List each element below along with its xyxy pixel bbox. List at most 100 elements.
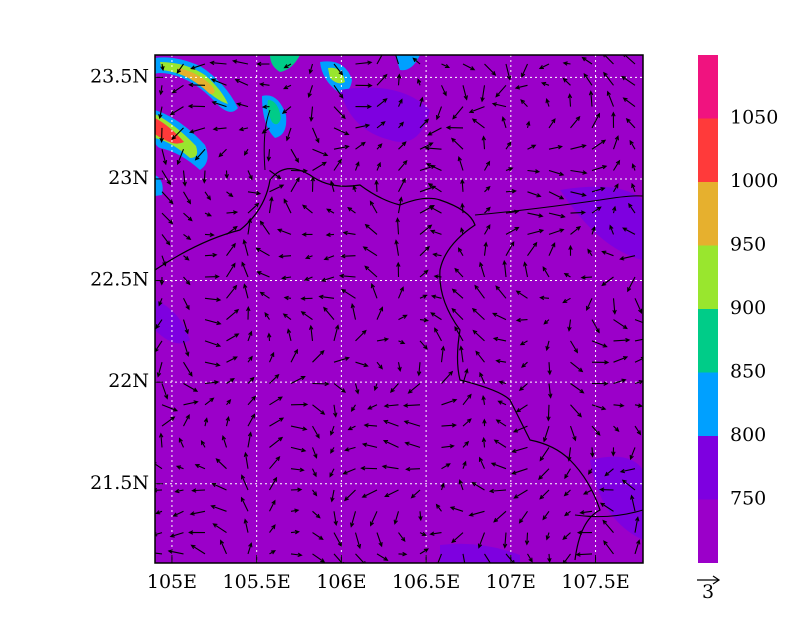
wind-arrow: [176, 148, 185, 166]
wind-arrow: [570, 404, 582, 418]
wind-arrow: [204, 340, 222, 348]
wind-arrow: [269, 476, 278, 491]
wind-arrow: [591, 206, 602, 214]
wind-arrow: [441, 63, 451, 69]
wind-arrow: [424, 145, 442, 151]
wind-arrow: [441, 423, 457, 428]
wind-arrow: [312, 350, 325, 363]
wind-arrow: [194, 148, 206, 161]
wind-arrow: [301, 204, 313, 214]
wind-arrow: [221, 434, 228, 448]
wind-arrow: [548, 118, 556, 129]
wind-arrow: [363, 423, 378, 428]
wind-arrow: [242, 239, 249, 256]
ref-vector-head: [712, 575, 721, 585]
wind-arrow: [479, 371, 486, 384]
wind-arrow: [247, 202, 260, 214]
wind-arrow: [492, 312, 507, 321]
wind-arrow: [419, 96, 424, 107]
wind-arrow: [210, 504, 227, 512]
wind-arrow: [603, 71, 614, 86]
wind-arrow: [570, 169, 588, 175]
wind-arrow: [526, 120, 531, 129]
wind-arrow: [311, 127, 320, 144]
wind-arrow: [218, 148, 227, 158]
wind-arrow: [570, 383, 585, 394]
wind-arrow: [161, 234, 171, 246]
wind-arrow: [419, 269, 429, 278]
wind-arrow: [183, 414, 190, 427]
wind-arrow: [527, 191, 542, 198]
wind-arrow: [376, 98, 388, 108]
wind-arrow: [471, 307, 485, 321]
wind-arrow: [283, 84, 292, 90]
wind-arrow: [512, 425, 528, 433]
wind-arrow: [219, 539, 228, 555]
wind-arrow: [491, 102, 507, 108]
wind-arrow: [161, 149, 168, 166]
wind-arrow: [200, 440, 206, 448]
colorbar-label: 850: [730, 361, 766, 383]
wind-arrow: [613, 319, 628, 330]
wind-arrow: [523, 261, 529, 278]
wind-arrow: [204, 274, 220, 279]
wind-arrow: [540, 81, 550, 87]
wind-arrow: [603, 540, 614, 555]
wind-arrow: [182, 340, 190, 357]
wind-arrow: [355, 329, 367, 342]
wind-arrow: [204, 212, 212, 217]
wind-arrow: [203, 417, 209, 427]
wind-arrow: [629, 139, 636, 150]
wind-arrow: [477, 532, 486, 549]
wind-arrow: [471, 482, 485, 491]
wind-arrow: [634, 403, 643, 408]
wind-arrow: [398, 551, 408, 557]
wind-arrow: [412, 57, 421, 65]
wind-arrow: [300, 311, 313, 321]
contour-patches: [155, 55, 643, 563]
wind-arrow: [158, 298, 163, 307]
wind-arrow: [301, 232, 313, 237]
wind-arrow: [631, 163, 636, 171]
wind-arrow: [243, 283, 249, 299]
wind-arrow: [312, 532, 324, 541]
wind-arrow: [505, 226, 520, 235]
wind-arrow: [290, 348, 298, 363]
wind-arrow: [410, 489, 421, 499]
wind-arrow: [570, 191, 587, 197]
wind-arrow: [601, 250, 614, 257]
wind-arrow: [243, 451, 249, 469]
wind-arrow: [283, 198, 292, 214]
wind-arrow: [312, 404, 326, 415]
wind-arrow: [484, 160, 491, 171]
wind-arrow: [591, 225, 596, 235]
wind-arrow: [241, 474, 249, 491]
wind-arrow: [383, 419, 399, 427]
wind-arrow: [634, 425, 642, 436]
wind-arrow: [226, 356, 238, 363]
wind-arrow: [362, 246, 378, 257]
wind-arrow: [495, 285, 507, 299]
wind-arrow: [527, 241, 538, 257]
wind-arrow: [397, 362, 402, 372]
colorbar-box: [698, 55, 718, 119]
wind-arrow: [515, 290, 528, 299]
y-tick-label: 22.5N: [90, 269, 149, 291]
wind-arrow: [161, 212, 174, 225]
wind-arrow: [247, 413, 256, 427]
wind-arrow: [622, 97, 636, 108]
wind-arrow: [290, 402, 309, 407]
wind-arrow: [440, 85, 447, 97]
wind-arrow: [441, 398, 458, 406]
wind-arrow: [304, 254, 313, 260]
colorbar-label: 1000: [730, 170, 778, 192]
wind-arrow: [156, 362, 163, 378]
wind-arrow: [333, 383, 347, 393]
ref-vector-label: 3: [702, 581, 714, 603]
colorbar-label: 1050: [730, 107, 778, 129]
wind-arrow: [484, 553, 491, 563]
wind-arrow: [548, 169, 565, 176]
wind-arrow: [612, 298, 617, 315]
wind-arrow: [468, 106, 485, 114]
